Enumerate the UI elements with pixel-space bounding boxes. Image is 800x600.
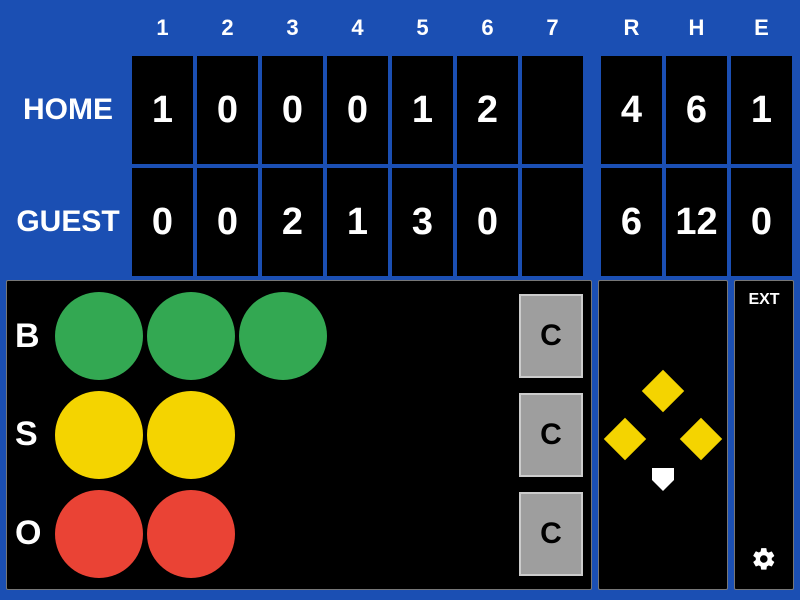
row-spacer-home bbox=[587, 56, 597, 164]
score-guest-e[interactable]: 0 bbox=[731, 168, 792, 276]
total-header-r: R bbox=[601, 4, 662, 52]
score-grid: 1234567RHEHOME100012461GUEST0021306120 bbox=[8, 4, 792, 276]
row-spacer-guest bbox=[587, 168, 597, 276]
s-light-2[interactable] bbox=[147, 391, 235, 479]
bso-row-s: SC bbox=[15, 387, 583, 483]
score-home-r[interactable]: 4 bbox=[601, 56, 662, 164]
score-home-e[interactable]: 1 bbox=[731, 56, 792, 164]
clear-o-button[interactable]: C bbox=[519, 492, 583, 576]
score-guest-r[interactable]: 6 bbox=[601, 168, 662, 276]
bso-label-b: B bbox=[15, 317, 55, 356]
bso-label-s: S bbox=[15, 415, 55, 454]
inning-header-5: 5 bbox=[392, 4, 453, 52]
gear-icon[interactable] bbox=[751, 546, 777, 579]
hdr-spacer bbox=[587, 4, 597, 52]
clear-b-button[interactable]: C bbox=[519, 294, 583, 378]
inning-header-7: 7 bbox=[522, 4, 583, 52]
total-header-e: E bbox=[731, 4, 792, 52]
b-light-3[interactable] bbox=[239, 292, 327, 380]
inning-header-2: 2 bbox=[197, 4, 258, 52]
score-home-inning-7[interactable] bbox=[522, 56, 583, 164]
score-guest-inning-3[interactable]: 2 bbox=[262, 168, 323, 276]
base-second[interactable] bbox=[642, 370, 684, 412]
b-light-2[interactable] bbox=[147, 292, 235, 380]
bso-label-o: O bbox=[15, 514, 55, 553]
base-first[interactable] bbox=[680, 418, 722, 460]
score-home-inning-5[interactable]: 1 bbox=[392, 56, 453, 164]
hdr-blank bbox=[8, 4, 128, 52]
ext-button[interactable]: EXT bbox=[748, 291, 779, 309]
score-guest-inning-1[interactable]: 0 bbox=[132, 168, 193, 276]
clear-s-button[interactable]: C bbox=[519, 393, 583, 477]
inning-header-6: 6 bbox=[457, 4, 518, 52]
home-plate-icon bbox=[650, 466, 676, 492]
o-light-1[interactable] bbox=[55, 490, 143, 578]
ext-panel: EXT bbox=[734, 280, 794, 590]
score-home-h[interactable]: 6 bbox=[666, 56, 727, 164]
s-light-1[interactable] bbox=[55, 391, 143, 479]
inning-header-1: 1 bbox=[132, 4, 193, 52]
bso-panel: BCSCOC bbox=[6, 280, 592, 590]
inning-header-4: 4 bbox=[327, 4, 388, 52]
o-light-2[interactable] bbox=[147, 490, 235, 578]
score-guest-inning-4[interactable]: 1 bbox=[327, 168, 388, 276]
score-home-inning-4[interactable]: 0 bbox=[327, 56, 388, 164]
bso-row-o: OC bbox=[15, 486, 583, 582]
score-home-inning-3[interactable]: 0 bbox=[262, 56, 323, 164]
base-third[interactable] bbox=[604, 418, 646, 460]
team-label-home: HOME bbox=[8, 56, 128, 164]
bases-panel bbox=[598, 280, 728, 590]
b-light-1[interactable] bbox=[55, 292, 143, 380]
total-header-h: H bbox=[666, 4, 727, 52]
score-guest-inning-2[interactable]: 0 bbox=[197, 168, 258, 276]
team-label-guest: GUEST bbox=[8, 168, 128, 276]
score-home-inning-1[interactable]: 1 bbox=[132, 56, 193, 164]
bso-row-b: BC bbox=[15, 288, 583, 384]
score-home-inning-6[interactable]: 2 bbox=[457, 56, 518, 164]
score-guest-inning-7[interactable] bbox=[522, 168, 583, 276]
inning-header-3: 3 bbox=[262, 4, 323, 52]
score-home-inning-2[interactable]: 0 bbox=[197, 56, 258, 164]
score-guest-inning-6[interactable]: 0 bbox=[457, 168, 518, 276]
score-guest-h[interactable]: 12 bbox=[666, 168, 727, 276]
score-guest-inning-5[interactable]: 3 bbox=[392, 168, 453, 276]
